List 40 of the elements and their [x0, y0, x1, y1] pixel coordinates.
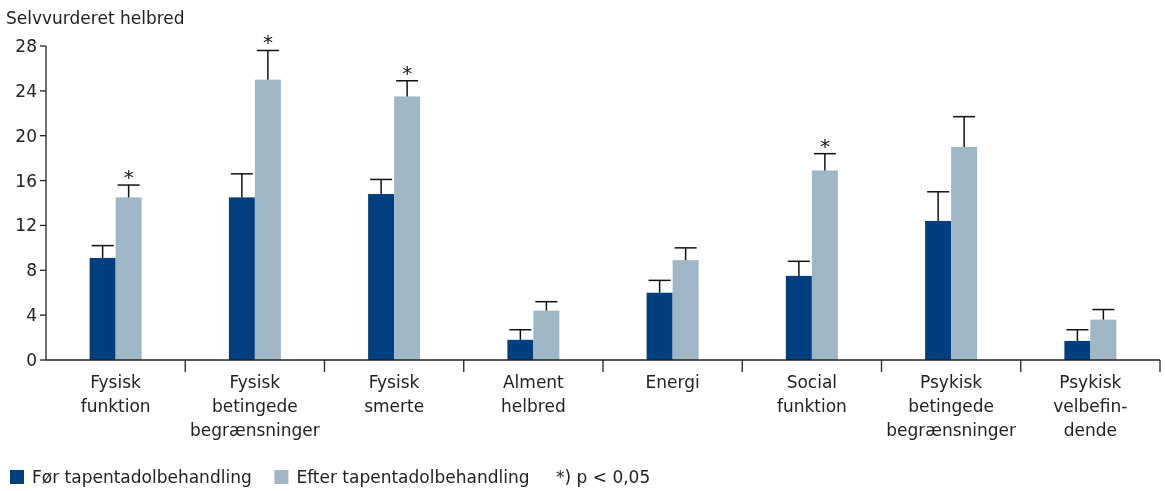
y-tick-label: 16 [15, 170, 37, 191]
bar [368, 194, 395, 360]
bar [951, 146, 978, 360]
bar [394, 96, 421, 360]
annotation: * [819, 133, 830, 158]
bar [811, 170, 838, 360]
bar [89, 257, 116, 360]
x-tick-label: Social funktion [776, 372, 847, 416]
text: *) p < 0,05 [556, 467, 651, 487]
y-axis-title: Selvvurderet helbred [6, 8, 185, 28]
x-tick-label: Psykisk velbefin- dende [1053, 372, 1128, 440]
bar [925, 220, 952, 360]
y-tick-label: 4 [26, 305, 37, 326]
y-tick-label: 20 [15, 125, 37, 146]
annotation: * [402, 60, 413, 85]
y-tick-label: 0 [26, 349, 37, 370]
annotation: * [262, 30, 273, 55]
x-tick-label: Fysisk betingede begrænsninger [189, 372, 320, 440]
x-tick-label: Energi [645, 372, 700, 392]
x-tick-label: Fysisk funktion [80, 372, 151, 416]
y-tick-label: 28 [15, 35, 37, 56]
bar [533, 310, 560, 360]
annotation: * [123, 165, 134, 190]
x-tick-label: Alment helbred [501, 372, 566, 416]
legend-label: Efter tapentadolbehandling [296, 467, 530, 487]
bar [254, 79, 281, 360]
y-tick-label: 12 [15, 215, 37, 236]
x-tick-label: Psykisk betingede begrænsninger [886, 372, 1017, 440]
y-tick-label: 8 [26, 260, 37, 281]
bar [1090, 319, 1117, 360]
x-tick-label: Fysisk smerte [364, 372, 425, 416]
bar [672, 260, 699, 360]
legend-label: Før tapentadolbehandling [32, 467, 252, 487]
bar [646, 292, 673, 360]
bar [115, 197, 142, 360]
bar [507, 339, 534, 360]
bar [785, 275, 812, 360]
bar [1064, 340, 1091, 360]
bar [228, 197, 255, 360]
y-tick-label: 24 [15, 80, 37, 101]
